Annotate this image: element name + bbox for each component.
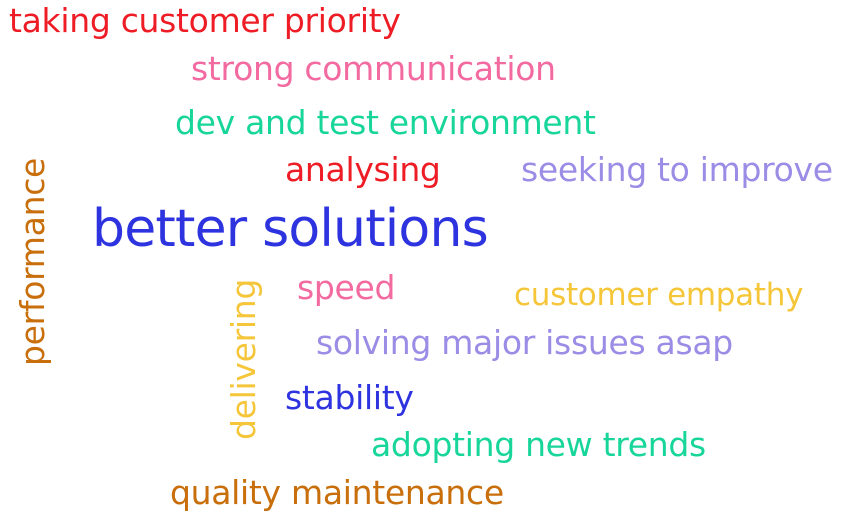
word-strong-communication: strong communication [191,49,556,88]
word-stability: stability [285,378,414,417]
word-better-solutions: better solutions [92,199,489,259]
word-adopting-new-trends: adopting new trends [371,425,706,464]
word-customer-empathy: customer empathy [514,277,804,313]
word-dev-and-test-environment: dev and test environment [175,103,596,142]
word-speed: speed [297,268,396,307]
word-delivering: delivering [224,278,263,440]
word-quality-maintenance: quality maintenance [170,473,504,512]
word-performance: performance [13,157,52,366]
word-analysing: analysing [285,150,441,189]
word-taking-customer-priority: taking customer priority [9,1,401,40]
word-seeking-to-improve: seeking to improve [521,150,833,189]
word-solving-major-issues-asap: solving major issues asap [316,323,733,362]
